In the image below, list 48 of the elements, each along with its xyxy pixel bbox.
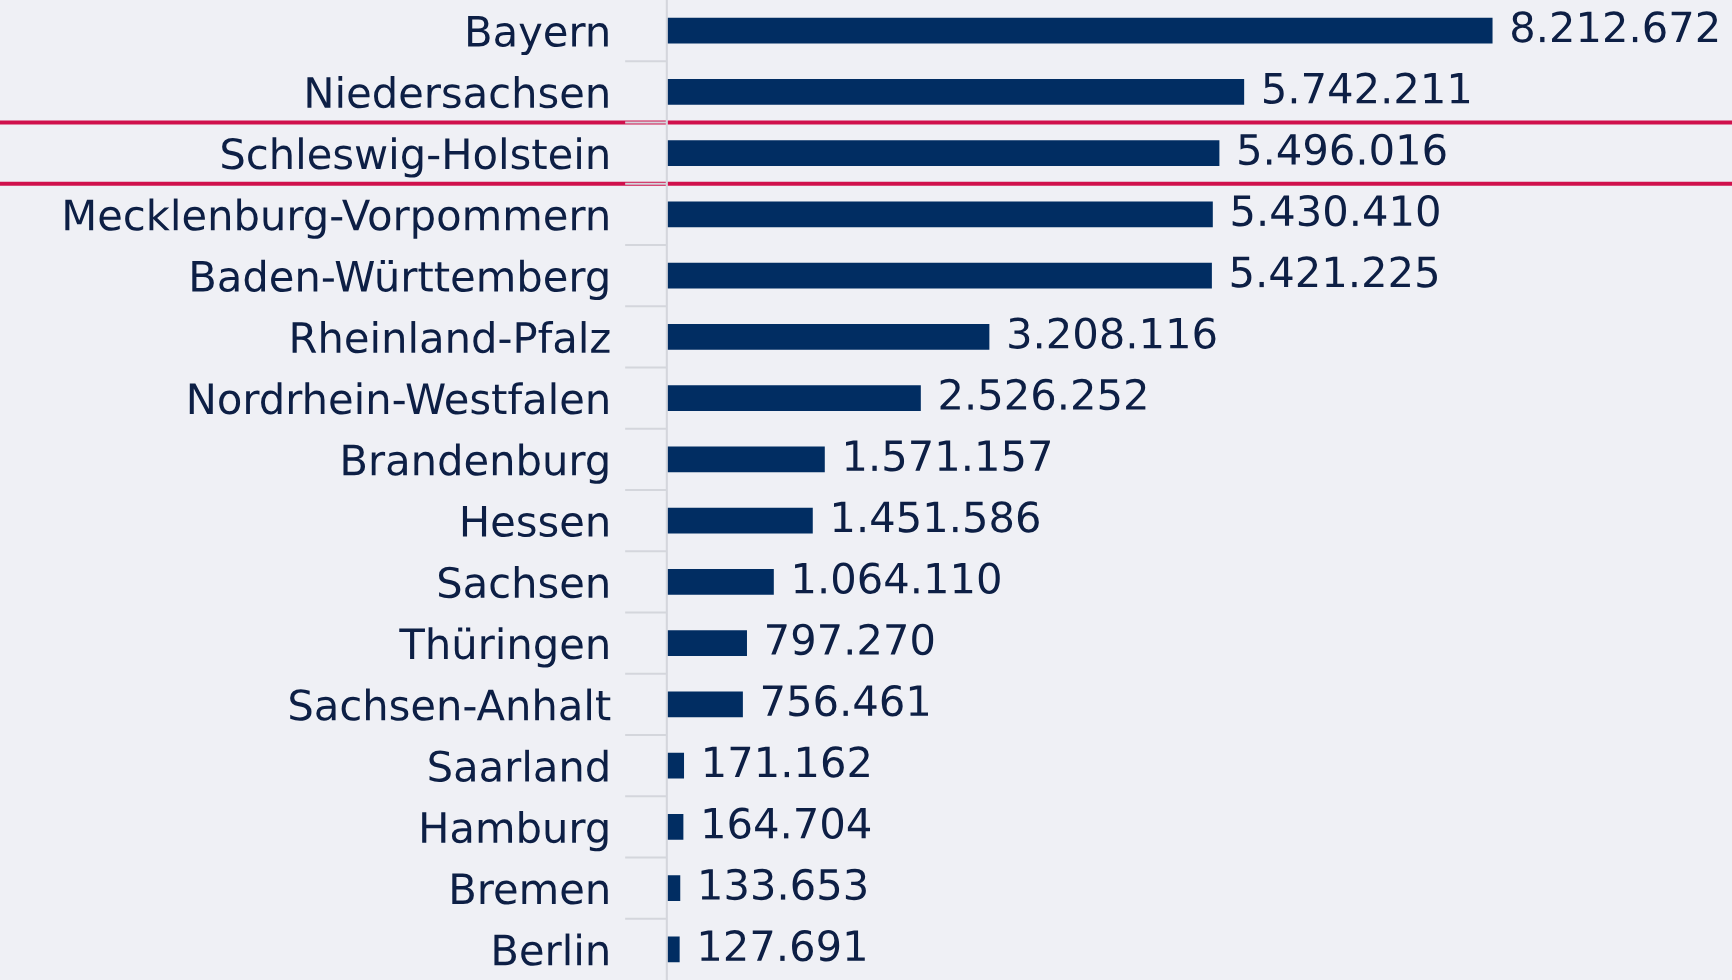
data-label: 3.208.116 [1009, 317, 1216, 349]
bar [666, 446, 825, 473]
y-tick-label: Nordrhein-Westfalen [189, 382, 608, 415]
data-label: 1.064.110 [795, 562, 1000, 594]
bar [666, 936, 680, 963]
bar [666, 875, 681, 901]
data-label: 756.461 [762, 684, 928, 717]
data-label: 171.162 [705, 746, 869, 778]
data-label: 1.451.586 [834, 501, 1039, 533]
y-tick-label: Hamburg [422, 811, 608, 852]
bar [666, 385, 921, 411]
bar [666, 79, 1245, 105]
bar [666, 630, 747, 656]
y-tick-label: Schleswig-Holstein [222, 137, 608, 178]
y-tick-label: Thüringen [399, 627, 608, 668]
data-label: 133.653 [701, 868, 866, 901]
data-label: 164.704 [704, 807, 871, 839]
data-label: 8.212.672 [1512, 11, 1718, 43]
data-label: 5.742.211 [1264, 72, 1470, 104]
data-label: 5.421.225 [1231, 256, 1437, 288]
data-label: 5.496.016 [1239, 133, 1446, 166]
bar [666, 569, 774, 595]
bar [666, 17, 1493, 44]
bar [666, 201, 1213, 228]
data-label: 2.526.252 [940, 378, 1146, 411]
y-tick-label: Sachsen-Anhalt [290, 688, 611, 721]
y-tick-label: Bremen [452, 873, 608, 905]
y-tick-label: Mecklenburg-Vorpommern [65, 198, 608, 239]
y-tick-label: Hessen [462, 506, 608, 538]
bar [666, 814, 684, 840]
data-label: 1.571.157 [846, 440, 1050, 472]
y-tick-label: Rheinland-Pfalz [292, 321, 610, 354]
y-tick-label: Baden-Württemberg [192, 259, 608, 301]
y-tick-label: Niedersachsen [307, 76, 608, 109]
y-tick-label: Brandenburg [343, 443, 608, 484]
y-tick-label: Sachsen [438, 566, 608, 599]
bar [666, 752, 685, 779]
bar [666, 324, 990, 350]
data-label: 127.691 [700, 929, 865, 962]
bar [666, 691, 743, 718]
bar [666, 140, 1220, 166]
y-tick-label: Saarland [429, 749, 608, 783]
data-label: 797.270 [767, 623, 934, 656]
data-label: 5.430.410 [1232, 194, 1439, 227]
y-tick-label: Berlin [494, 933, 608, 966]
bar [666, 262, 1212, 289]
y-tick-label: Bayern [468, 16, 608, 56]
bar [666, 507, 813, 534]
